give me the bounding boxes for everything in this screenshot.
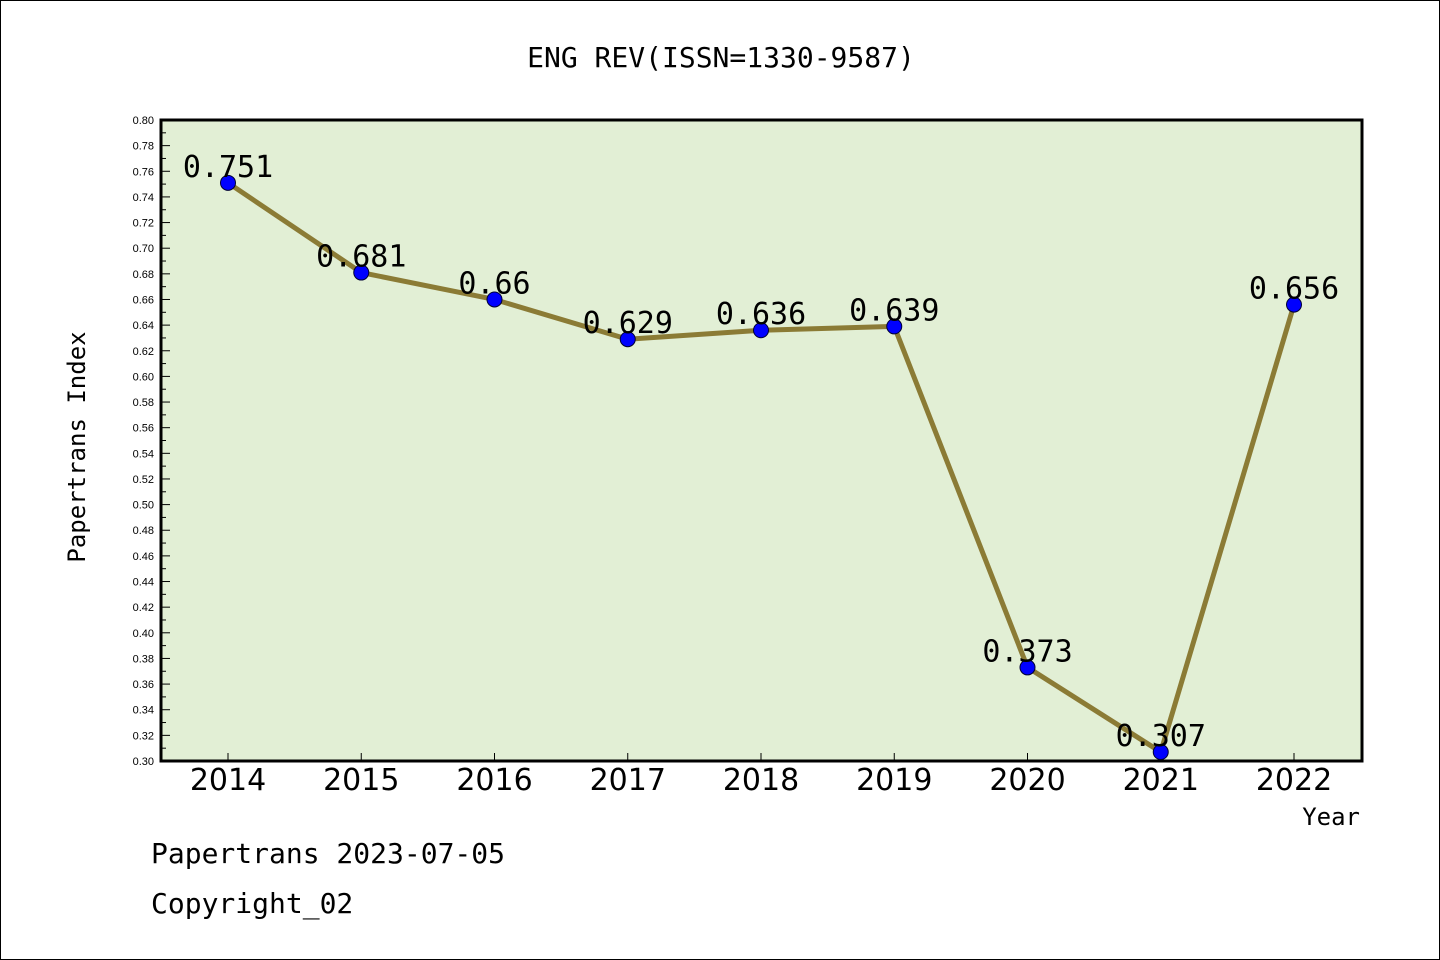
data-points [220,174,1302,761]
y-axis-label: Papertrans Index [63,331,91,562]
footer-date: Papertrans 2023-07-05 [151,837,505,870]
x-tick-label: 2014 [190,763,266,798]
x-tick-label: 2018 [723,763,799,798]
y-tick-label: 0.62 [133,346,154,358]
y-tick-label: 0.80 [133,115,154,127]
y-tick-label: 0.50 [133,500,154,512]
y-tick-label: 0.38 [133,653,154,665]
y-axis-ticks: 0.30 0.32 0.34 0.36 0.38 0.40 0.42 0.44 0.46 0.48… [133,115,170,768]
y-tick-label: 0.48 [133,525,154,537]
y-tick-label: 0.30 [133,756,154,768]
x-axis-ticks: 2014 2015 2016 2017 2018 2019 2020 2021 2022 [190,753,1332,798]
y-tick-label: 0.78 [133,141,154,153]
data-point [886,318,903,335]
y-tick-label: 0.40 [133,628,154,640]
data-point [353,264,370,281]
data-point [220,174,236,191]
y-tick-label: 0.44 [133,577,154,589]
y-tick-label: 0.70 [133,243,154,255]
y-tick-label: 0.32 [133,730,154,742]
y-tick-label: 0.66 [133,294,154,306]
y-tick-label: 0.34 [133,705,154,717]
y-tick-label: 0.56 [133,423,154,435]
plot-area [159,118,1364,763]
y-tick-label: 0.72 [133,218,154,230]
y-tick-label: 0.54 [133,448,154,460]
data-label: 0.66 [458,266,530,301]
data-point [753,322,769,339]
y-tick-label: 0.64 [133,320,154,332]
data-labels: 0.751 0.681 0.66 0.629 0.636 0.639 0.373 0.307 0… [183,150,1339,754]
y-tick-label: 0.52 [133,474,154,486]
y-tick-label: 0.42 [133,602,154,614]
y-tick-label: 0.58 [133,397,154,409]
x-tick-label: 2020 [989,763,1065,798]
data-label: 0.307 [1116,719,1206,754]
footer-copyright: Copyright_02 [151,887,353,921]
x-tick-label: 2017 [590,763,666,798]
data-point [1152,744,1169,761]
data-label: 0.629 [583,306,673,341]
y-tick-label: 0.60 [133,371,154,383]
x-tick-label: 2022 [1256,763,1332,798]
data-label: 0.751 [183,150,273,185]
data-point [619,331,636,348]
x-tick-label: 2019 [856,763,932,798]
data-label: 0.639 [849,293,939,328]
y-tick-label: 0.76 [133,166,154,178]
x-axis-label: Year [1302,803,1360,831]
x-tick-label: 2016 [456,763,532,798]
data-point [486,291,503,308]
y-tick-label: 0.36 [133,679,154,691]
y-tick-label: 0.68 [133,269,154,281]
data-label: 0.681 [316,240,406,275]
data-point [1019,659,1036,676]
x-tick-label: 2015 [323,763,399,798]
y-tick-label: 0.46 [133,551,154,563]
data-label: 0.656 [1249,272,1339,307]
data-label: 0.373 [982,634,1072,669]
chart-title: ENG REV(ISSN=1330-9587) [527,41,915,74]
y-tick-label: 0.74 [133,192,154,204]
data-label: 0.636 [716,297,806,332]
x-tick-label: 2021 [1123,763,1199,798]
data-point [1286,296,1302,313]
